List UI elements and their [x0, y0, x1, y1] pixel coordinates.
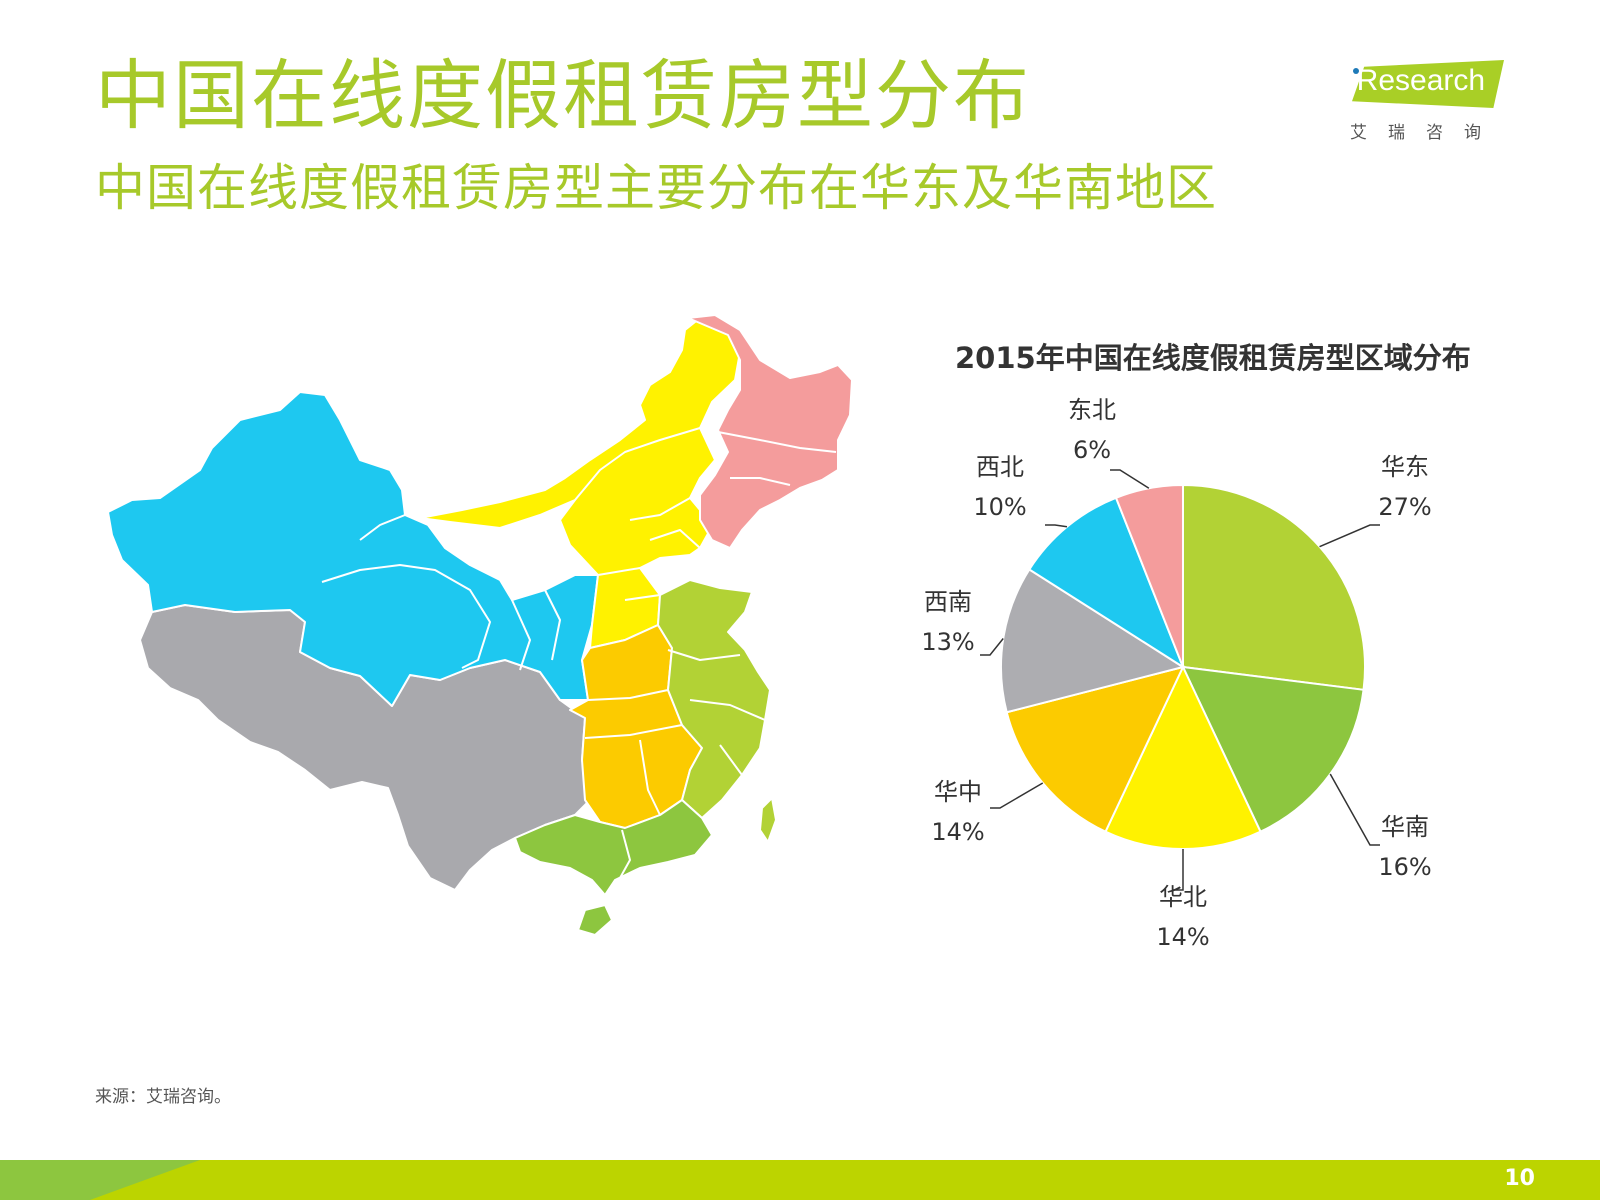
map-region-northwest-border-2 — [359, 514, 561, 671]
chart-title: 2015年中国在线度假租赁房型区域分布 — [955, 341, 1471, 375]
pie-leader-line — [980, 638, 1004, 656]
page-title: 中国在线度假租赁房型分布 — [95, 51, 1031, 140]
page-number: 10 — [1504, 1166, 1535, 1191]
footer-bar — [0, 1160, 1600, 1200]
page-subtitle: 中国在线度假租赁房型主要分布在华东及华南地区 — [95, 159, 1217, 217]
pie-label-name: 西北 — [976, 453, 1024, 481]
pie-label-value: 13% — [921, 628, 974, 656]
pie-label-value: 27% — [1378, 493, 1431, 521]
map-region-northeast-border — [717, 431, 837, 486]
pie-label-value: 16% — [1378, 853, 1431, 881]
pie-slice-1 — [1182, 483, 1366, 691]
pie-slice-4 — [1005, 665, 1185, 834]
map-region-northeast — [687, 314, 853, 549]
map-region-east — [657, 579, 777, 843]
pie-leader-line — [1329, 773, 1380, 846]
map-region-northwest-border-1 — [321, 564, 491, 669]
iresearch-logo: iResearch 艾瑞咨询 — [1340, 58, 1510, 148]
map-region-north-border — [624, 497, 701, 601]
pie-label-name: 东北 — [1068, 396, 1116, 424]
pie-leader-lines — [980, 469, 1380, 891]
pie-slice-2 — [1181, 665, 1365, 834]
map-region-east-border — [667, 649, 766, 776]
pie-slice-6 — [1027, 496, 1186, 670]
map-region-south — [514, 799, 713, 936]
pie-leader-line — [1319, 524, 1380, 548]
pie-leader-line — [1045, 524, 1068, 528]
logo-dot-icon — [1353, 68, 1359, 74]
source-note: 来源：艾瑞咨询。 — [95, 1087, 231, 1107]
pie-label-value: 10% — [973, 493, 1026, 521]
pie-label-name: 华中 — [934, 778, 982, 806]
pie-slice-7 — [1114, 483, 1184, 668]
pie-label-value: 14% — [931, 818, 984, 846]
pie-leader-line — [990, 782, 1044, 809]
pie-slice-3 — [1104, 664, 1262, 850]
pie-slices — [1000, 483, 1366, 850]
pie-labels: 华东 27% 华南 16% 华北 14% 华中 14% 西南 13% 西北 10% 东北 6% — [921, 396, 1431, 951]
pie-leader-line — [1173, 849, 1184, 891]
pie-label-name: 华东 — [1381, 453, 1429, 481]
logo-brand-cn: 艾瑞咨询 — [1350, 123, 1502, 143]
pie-label-name: 华南 — [1381, 813, 1429, 841]
pie-label-name: 西南 — [924, 588, 972, 616]
pie-label-name: 华北 — [1159, 883, 1207, 911]
map-region-south-border — [619, 829, 631, 879]
logo-brand: iResearch — [1350, 64, 1486, 97]
map-region-central-border — [584, 689, 683, 816]
pie-label-value: 14% — [1156, 923, 1209, 951]
pie-label-value: 6% — [1073, 436, 1111, 464]
logo-banner — [1352, 60, 1504, 108]
pie-leader-line — [1110, 469, 1150, 489]
